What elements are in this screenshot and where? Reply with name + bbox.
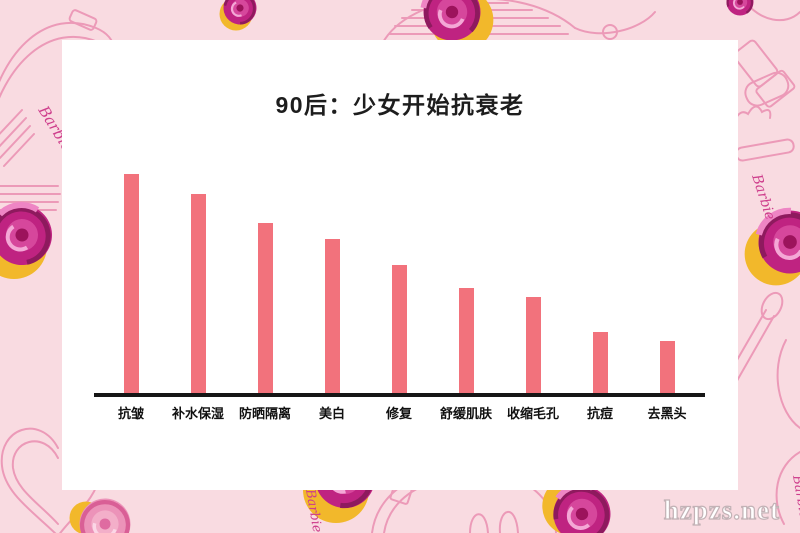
bar [391, 265, 407, 397]
x-axis-label: 修复 [385, 406, 412, 421]
x-axis-label: 抗皱 [117, 406, 144, 421]
x-axis-label: 补水保湿 [171, 406, 224, 421]
bar [659, 341, 675, 397]
x-axis-label: 舒缓肌肤 [439, 406, 492, 421]
chart-card: 90后：少女开始抗衰老 抗皱 补水保湿 防晒隔离 美白 修复 舒缓肌肤 收缩毛孔 抗痘 去黑头 [62, 40, 738, 490]
rose-icon [725, 0, 755, 17]
bar [257, 223, 273, 397]
x-axis-label: 去黑头 [647, 406, 687, 421]
watermark: hzpzs.net [663, 494, 780, 525]
x-axis-line [94, 393, 705, 397]
barbie-script: Barbie [789, 473, 800, 520]
x-axis-label: 收缩毛孔 [506, 406, 559, 421]
bar [458, 288, 474, 397]
plot-area: 抗皱 补水保湿 防晒隔离 美白 修复 舒缓肌肤 收缩毛孔 抗痘 去黑头 [62, 40, 738, 490]
chart-title: 90后：少女开始抗衰老 [275, 92, 525, 118]
bar [190, 194, 206, 397]
rose-icon [0, 197, 60, 274]
bar [525, 297, 541, 397]
bar [592, 332, 608, 397]
barbie-script: Barbie [748, 171, 778, 222]
x-axis-label: 防晒隔离 [238, 406, 291, 421]
bar [324, 239, 340, 397]
x-axis-label: 抗痘 [586, 406, 613, 421]
barbie-script: Barbie [302, 487, 325, 533]
x-axis-label: 美白 [318, 406, 345, 421]
bar [123, 174, 139, 397]
